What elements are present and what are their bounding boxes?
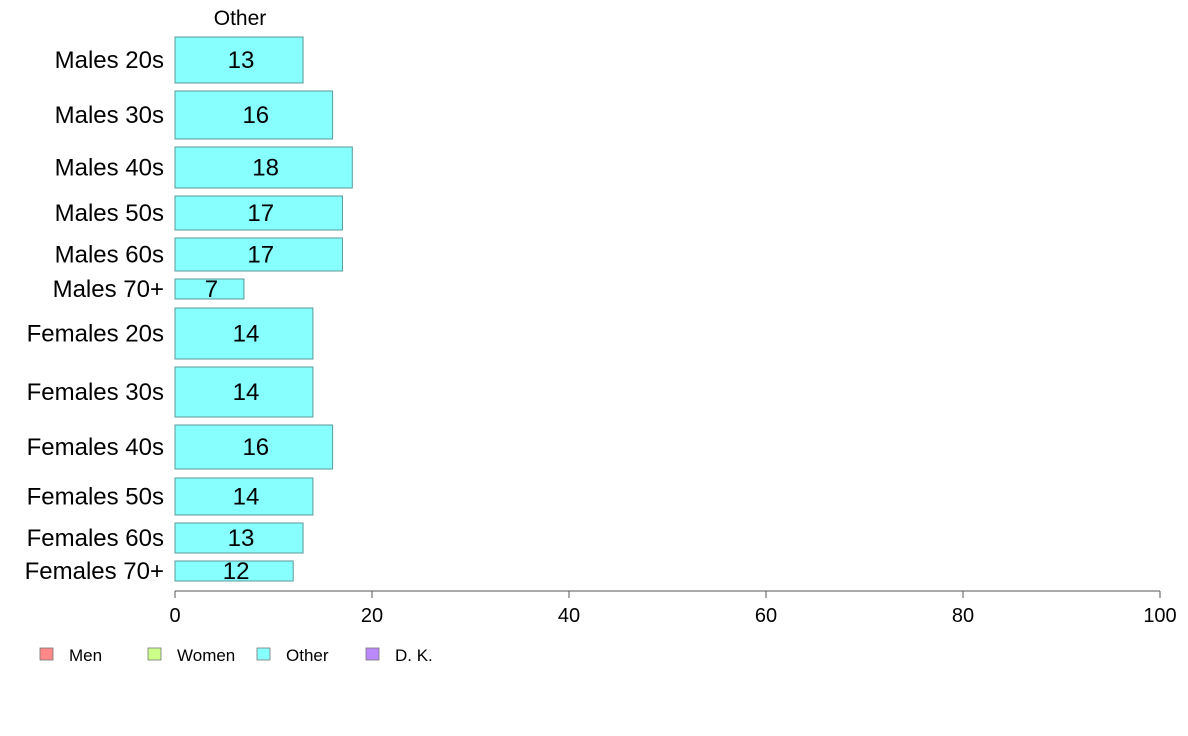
category-label: Females 40s bbox=[27, 434, 164, 461]
value-label: 18 bbox=[252, 155, 279, 182]
bar bbox=[174, 522, 304, 554]
value-label: 16 bbox=[242, 102, 269, 129]
category-label: Females 30s bbox=[27, 379, 164, 406]
category-label: Males 60s bbox=[55, 242, 164, 269]
x-tick-label: 0 bbox=[169, 605, 180, 627]
x-tick-label: 20 bbox=[361, 605, 383, 627]
legend-label: Men bbox=[69, 646, 102, 665]
panel-title: Other bbox=[214, 7, 267, 30]
value-label: 14 bbox=[233, 321, 260, 348]
bar bbox=[174, 90, 334, 140]
value-label: 7 bbox=[205, 276, 218, 303]
value-label: 16 bbox=[242, 434, 269, 461]
category-labels: Males 20s Males 30s Males 40s Males 50s Male… bbox=[25, 47, 164, 585]
category-label: Males 20s bbox=[55, 47, 164, 74]
value-label: 12 bbox=[223, 558, 250, 585]
value-label: 13 bbox=[228, 525, 255, 552]
bars-group bbox=[174, 36, 353, 582]
category-label: Males 70+ bbox=[53, 276, 164, 303]
bar bbox=[174, 477, 314, 516]
legend-label: D. K. bbox=[395, 646, 433, 665]
legend-swatch bbox=[365, 647, 380, 661]
bar bbox=[174, 146, 353, 189]
legend-swatch bbox=[39, 647, 54, 661]
category-label: Males 50s bbox=[55, 200, 164, 227]
value-label: 17 bbox=[247, 200, 274, 227]
category-label: Females 60s bbox=[27, 525, 164, 552]
legend-label: Other bbox=[286, 646, 329, 665]
bar bbox=[174, 560, 294, 582]
bar bbox=[174, 366, 314, 418]
category-label: Males 30s bbox=[55, 102, 164, 129]
legend-swatch bbox=[256, 647, 271, 661]
bar bbox=[174, 36, 304, 84]
value-label: 13 bbox=[228, 47, 255, 74]
bar bbox=[174, 278, 245, 300]
value-label: 14 bbox=[233, 379, 260, 406]
category-label: Females 20s bbox=[27, 321, 164, 348]
value-label: 14 bbox=[233, 484, 260, 511]
value-label: 17 bbox=[247, 242, 274, 269]
category-label: Females 50s bbox=[27, 484, 164, 511]
legend: Men Women Other D. K. bbox=[39, 646, 433, 665]
x-tick-label: 100 bbox=[1143, 605, 1176, 627]
bar bbox=[174, 424, 334, 470]
value-labels: 13 16 18 17 17 7 14 14 16 14 13 12 bbox=[205, 47, 279, 585]
x-tick-label: 80 bbox=[952, 605, 974, 627]
x-tick-label: 60 bbox=[755, 605, 777, 627]
category-label: Males 40s bbox=[55, 155, 164, 182]
category-label: Females 70+ bbox=[25, 558, 164, 585]
x-axis: 0 20 40 60 80 100 bbox=[169, 590, 1177, 627]
legend-swatch bbox=[147, 647, 162, 661]
bar bbox=[174, 237, 343, 272]
x-tick-label: 40 bbox=[558, 605, 580, 627]
bar bbox=[174, 307, 314, 360]
legend-label: Women bbox=[177, 646, 235, 665]
bar bbox=[174, 195, 343, 231]
